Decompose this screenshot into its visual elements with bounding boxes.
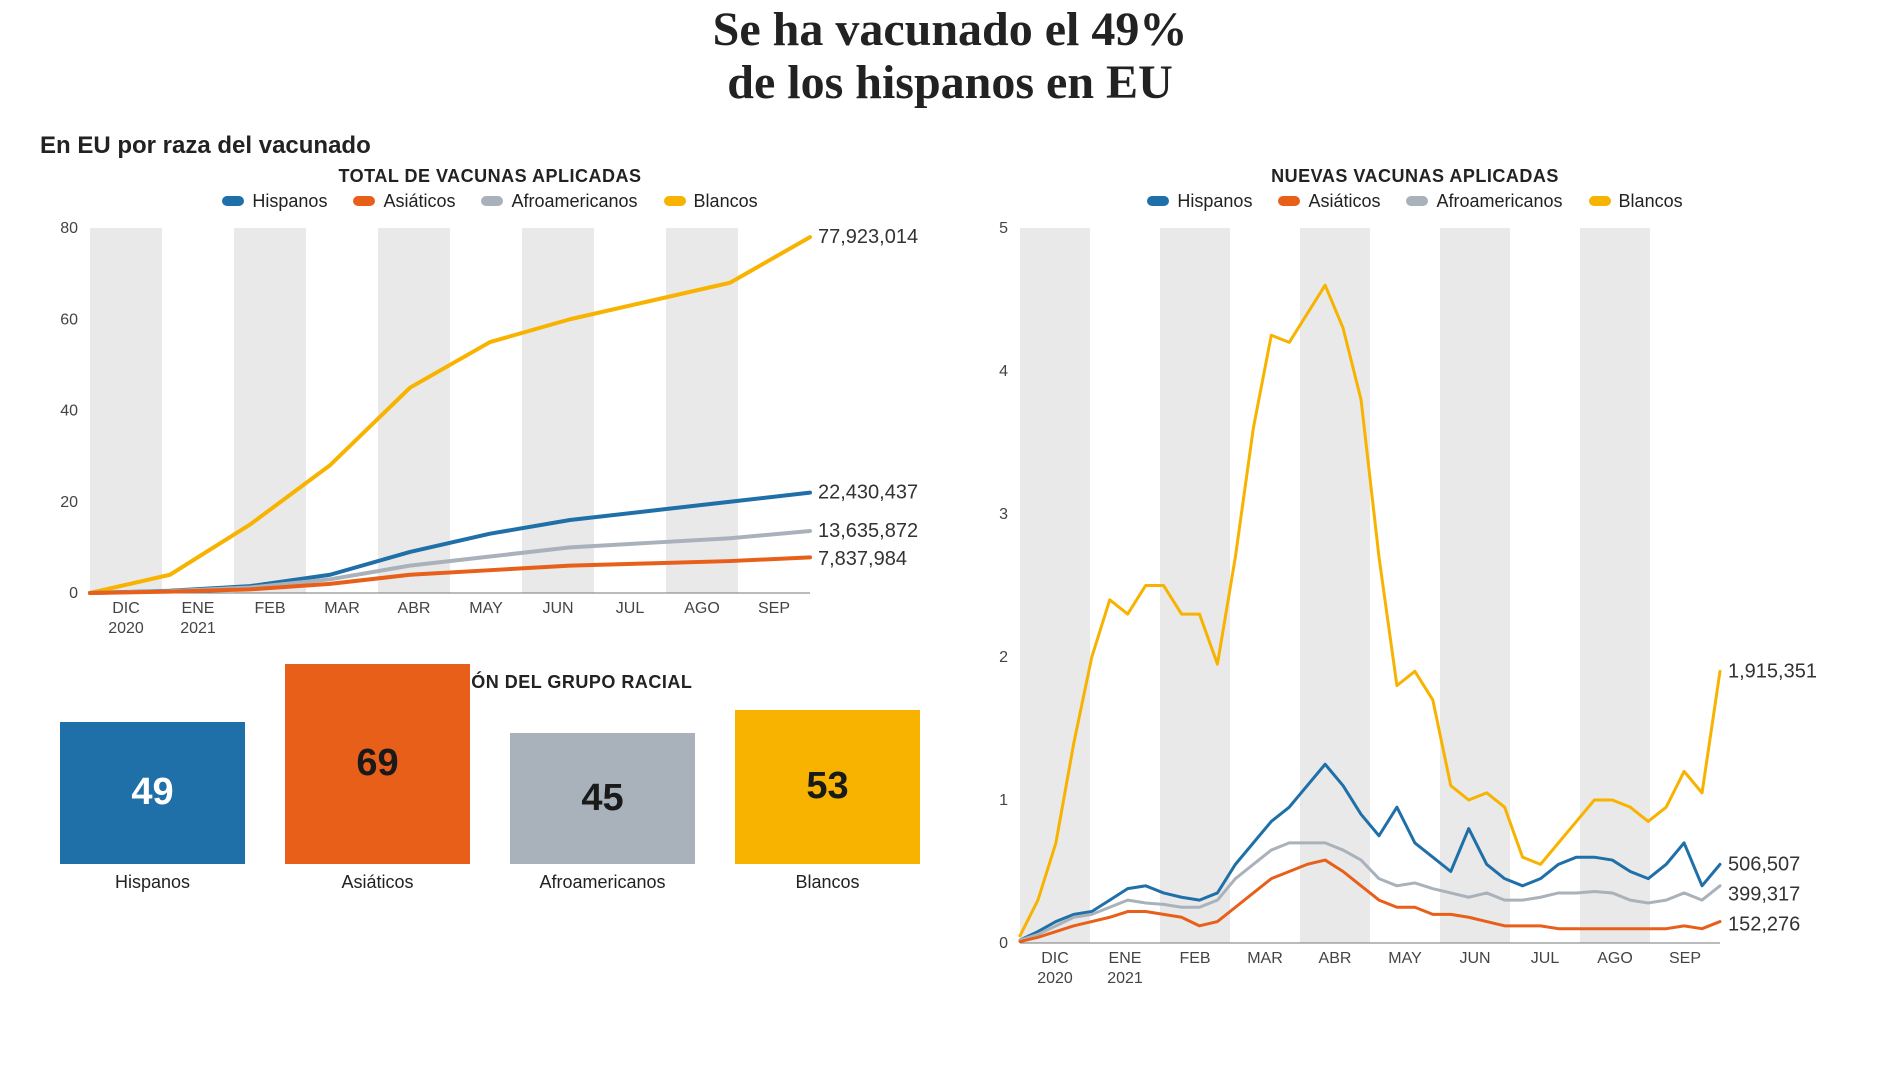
left-column: TOTAL DE VACUNAS APLICADAS Hispanos Asiát…	[40, 166, 940, 998]
svg-text:MAY: MAY	[469, 600, 503, 617]
rate-bar-blancos: 53 Blancos	[735, 710, 920, 893]
svg-text:1: 1	[999, 792, 1008, 809]
svg-text:MAR: MAR	[1247, 950, 1283, 967]
rate-bar-label: Asiáticos	[341, 872, 413, 893]
charts-row: TOTAL DE VACUNAS APLICADAS Hispanos Asiát…	[40, 166, 1860, 998]
svg-text:0: 0	[999, 935, 1008, 952]
right-column: NUEVAS VACUNAS APLICADAS Hispanos Asiátic…	[970, 166, 1860, 998]
svg-text:JUN: JUN	[1459, 950, 1490, 967]
rate-bar-value: 49	[60, 722, 245, 864]
legend-swatch	[481, 196, 503, 206]
svg-text:13,635,872: 13,635,872	[818, 520, 918, 542]
svg-text:MAR: MAR	[324, 600, 360, 617]
legend-swatch	[1147, 196, 1169, 206]
svg-text:20: 20	[60, 493, 78, 510]
legend-item-hispanos: Hispanos	[1147, 191, 1252, 212]
rate-bar-value: 69	[285, 664, 470, 864]
svg-text:ENE: ENE	[1109, 950, 1142, 967]
svg-text:FEB: FEB	[1179, 950, 1210, 967]
legend-item-afro: Afroamericanos	[481, 191, 637, 212]
rate-bar-value: 53	[735, 710, 920, 864]
svg-text:JUL: JUL	[1531, 950, 1560, 967]
legend-item-asiaticos: Asiáticos	[1278, 191, 1380, 212]
rate-bar-asiáticos: 69 Asiáticos	[285, 664, 470, 893]
legend-item-blancos: Blancos	[1589, 191, 1683, 212]
svg-text:4: 4	[999, 363, 1008, 380]
legend-item-hispanos: Hispanos	[222, 191, 327, 212]
rate-bar-label: Hispanos	[115, 872, 190, 893]
rate-bar-label: Afroamericanos	[539, 872, 665, 893]
svg-text:399,317: 399,317	[1728, 883, 1800, 905]
legend-label: Afroamericanos	[511, 191, 637, 212]
new-chart-legend: Hispanos Asiáticos Afroamericanos Blancos	[970, 191, 1860, 212]
legend-label: Blancos	[694, 191, 758, 212]
legend-label: Asiáticos	[383, 191, 455, 212]
svg-text:AGO: AGO	[1597, 950, 1633, 967]
headline-line2: de los hispanos en EU	[40, 57, 1860, 110]
svg-text:2021: 2021	[1107, 970, 1143, 987]
svg-text:80: 80	[60, 220, 78, 237]
svg-text:MAY: MAY	[1388, 950, 1422, 967]
total-chart-legend: Hispanos Asiáticos Afroamericanos Blancos	[40, 191, 940, 212]
legend-swatch	[353, 196, 375, 206]
new-chart-title: NUEVAS VACUNAS APLICADAS	[970, 166, 1860, 187]
rate-chart: TASA DE VACUNACIÓN DEL GRUPO RACIAL 49 Hi…	[40, 672, 940, 893]
rate-chart-title: TASA DE VACUNACIÓN DEL GRUPO RACIAL	[40, 672, 940, 693]
legend-swatch	[222, 196, 244, 206]
svg-text:JUL: JUL	[616, 600, 645, 617]
rate-bar-afroamericanos: 45 Afroamericanos	[510, 733, 695, 892]
rate-bar-label: Blancos	[795, 872, 859, 893]
svg-text:152,276: 152,276	[1728, 913, 1800, 935]
rate-bar-hispanos: 49 Hispanos	[60, 722, 245, 893]
svg-text:ENE: ENE	[182, 600, 215, 617]
legend-swatch	[1406, 196, 1428, 206]
legend-label: Asiáticos	[1308, 191, 1380, 212]
svg-text:3: 3	[999, 506, 1008, 523]
svg-text:SEP: SEP	[758, 600, 790, 617]
svg-text:40: 40	[60, 402, 78, 419]
svg-text:60: 60	[60, 311, 78, 328]
svg-text:506,507: 506,507	[1728, 853, 1800, 875]
infographic-root: Se ha vacunado el 49% de los hispanos en…	[0, 0, 1900, 1068]
svg-text:77,923,014: 77,923,014	[818, 226, 918, 248]
legend-swatch	[1589, 196, 1611, 206]
svg-text:2: 2	[999, 649, 1008, 666]
headline-line1: Se ha vacunado el 49%	[40, 4, 1860, 57]
total-chart-title: TOTAL DE VACUNAS APLICADAS	[40, 166, 940, 187]
legend-item-afro: Afroamericanos	[1406, 191, 1562, 212]
rate-bar-value: 45	[510, 733, 695, 863]
headline: Se ha vacunado el 49% de los hispanos en…	[40, 0, 1860, 110]
svg-text:FEB: FEB	[254, 600, 285, 617]
legend-item-asiaticos: Asiáticos	[353, 191, 455, 212]
legend-label: Blancos	[1619, 191, 1683, 212]
legend-item-blancos: Blancos	[664, 191, 758, 212]
svg-text:ABR: ABR	[1319, 950, 1352, 967]
svg-text:1,915,351: 1,915,351	[1728, 660, 1817, 682]
svg-text:ABR: ABR	[398, 600, 431, 617]
subheading: En EU por raza del vacunado	[40, 132, 1860, 160]
svg-text:22,430,437: 22,430,437	[818, 481, 918, 503]
svg-text:DIC: DIC	[112, 600, 140, 617]
legend-swatch	[1278, 196, 1300, 206]
rate-bars-area: 49Hispanos69Asiáticos45Afroamericanos53B…	[40, 693, 940, 893]
svg-text:JUN: JUN	[542, 600, 573, 617]
legend-label: Hispanos	[252, 191, 327, 212]
svg-text:2020: 2020	[108, 620, 144, 637]
new-chart: 0 1 2 3 4 5 DIC 2020 ENE 2021 FEB MAR ABR MAY JUN JUL AG…	[970, 218, 1850, 998]
svg-text:0: 0	[69, 585, 78, 602]
svg-text:SEP: SEP	[1669, 950, 1701, 967]
svg-text:AGO: AGO	[684, 600, 720, 617]
legend-swatch	[664, 196, 686, 206]
legend-label: Hispanos	[1177, 191, 1252, 212]
total-chart: 0 20 40 60 80 DIC 2020 ENE 2021 FEB MAR ABR MAY JUN JU…	[40, 218, 940, 648]
svg-text:2020: 2020	[1037, 970, 1073, 987]
svg-text:7,837,984: 7,837,984	[818, 548, 907, 570]
legend-label: Afroamericanos	[1436, 191, 1562, 212]
svg-text:2021: 2021	[180, 620, 216, 637]
svg-text:DIC: DIC	[1041, 950, 1069, 967]
svg-text:5: 5	[999, 220, 1008, 237]
